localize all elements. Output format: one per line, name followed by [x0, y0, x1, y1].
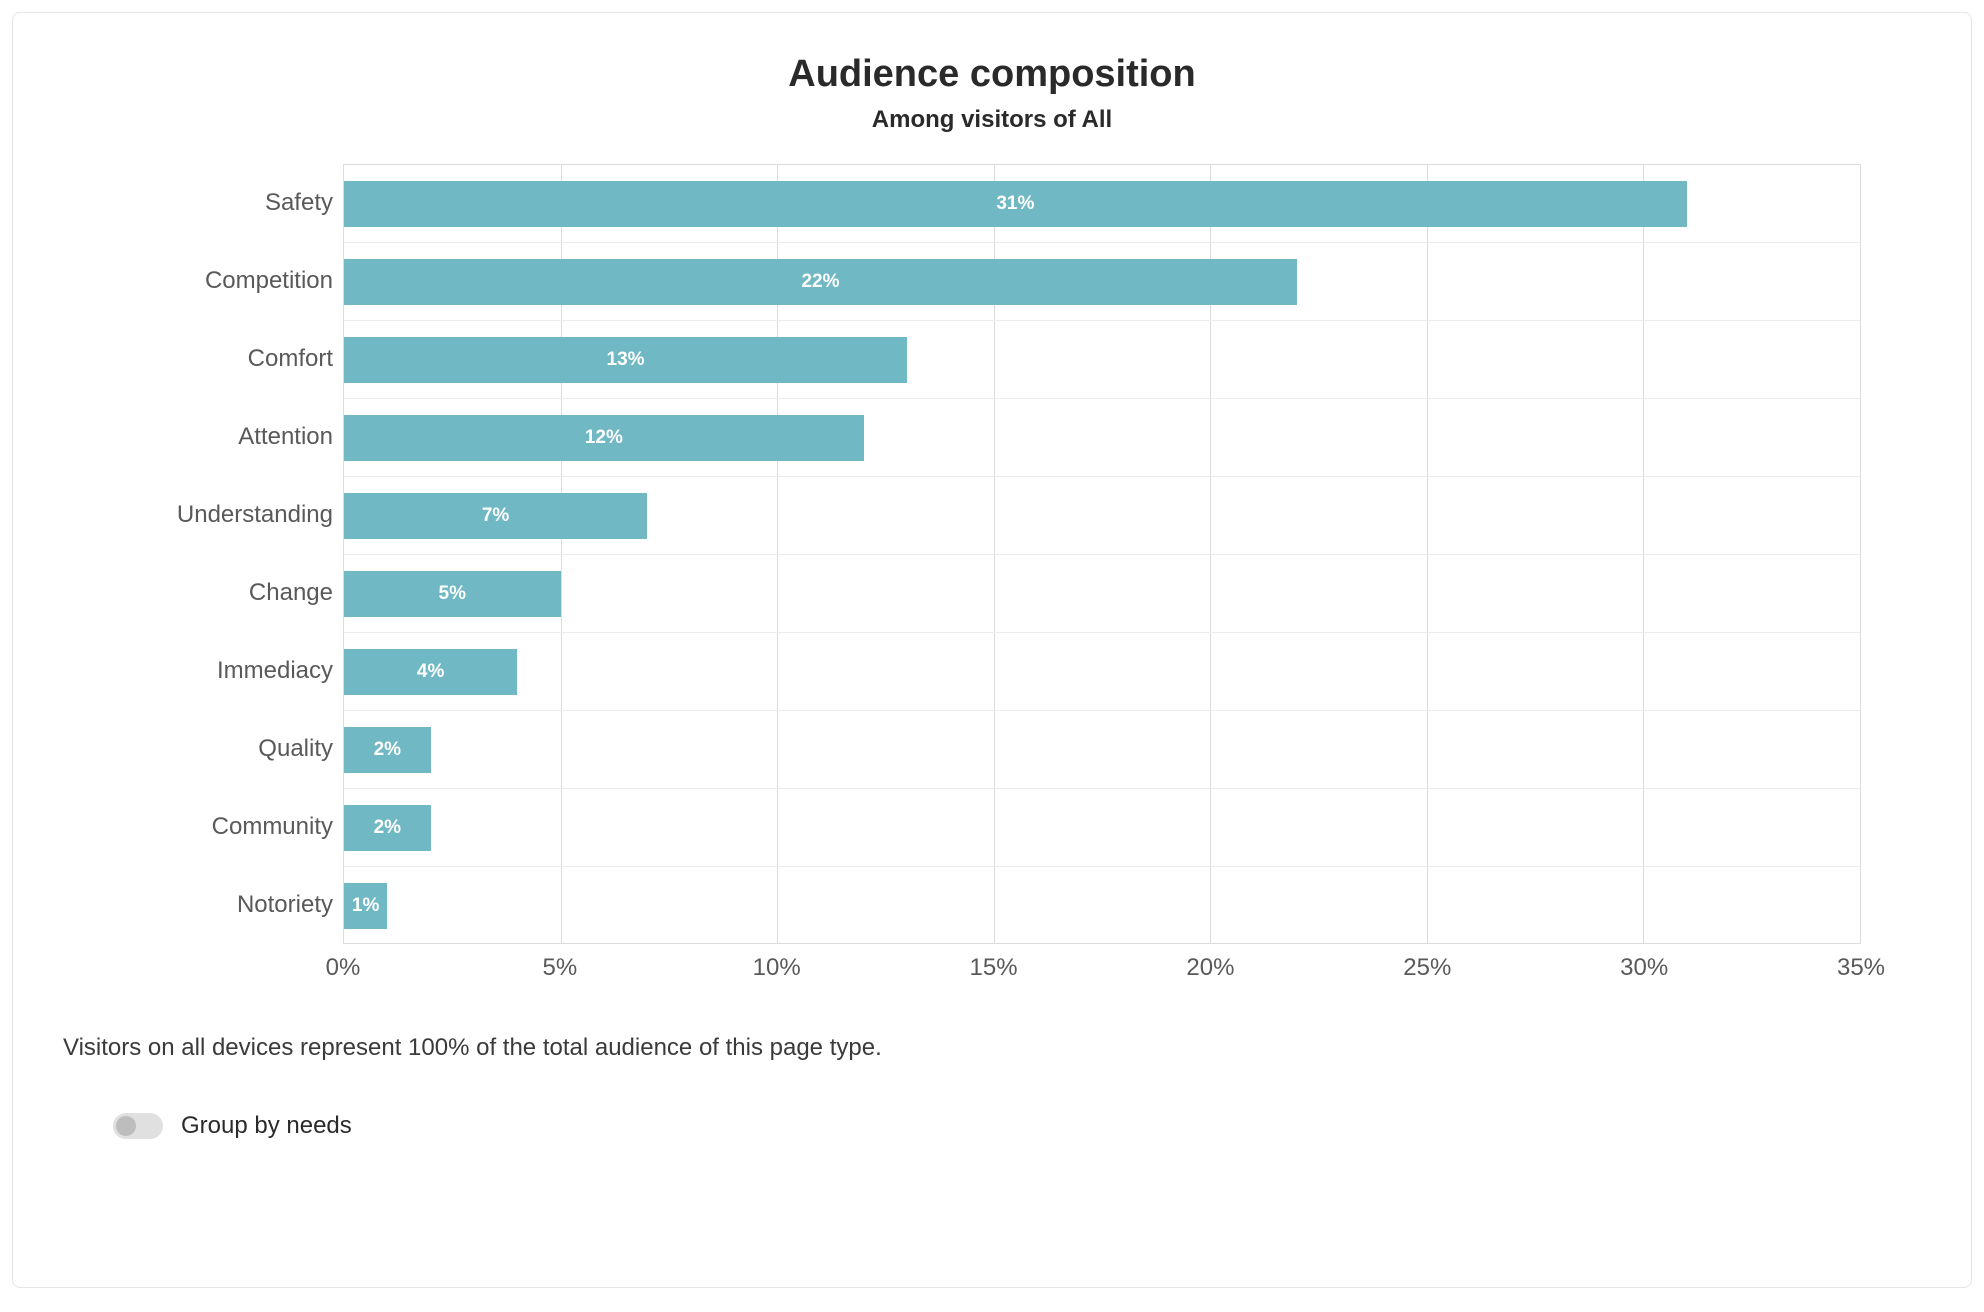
bar: 7% [344, 493, 647, 539]
x-axis-tick-label: 30% [1620, 954, 1668, 982]
x-axis-tick-label: 10% [753, 954, 801, 982]
x-axis-tick-label: 20% [1186, 954, 1234, 982]
toggle-knob [116, 1116, 136, 1136]
group-by-needs-toggle-row: Group by needs [113, 1112, 1931, 1140]
x-axis-tick-label: 35% [1837, 954, 1885, 982]
bar: 5% [344, 571, 561, 617]
chart-row [344, 555, 1860, 633]
x-axis-tick-label: 0% [326, 954, 361, 982]
footer-note: Visitors on all devices represent 100% o… [63, 1034, 1931, 1062]
y-axis-category-label: Notoriety [93, 891, 333, 919]
y-axis-category-label: Immediacy [93, 657, 333, 685]
bar: 22% [344, 259, 1297, 305]
chart-subtitle: Among visitors of All [53, 106, 1931, 134]
chart-row [344, 789, 1860, 867]
y-axis-category-label: Change [93, 579, 333, 607]
chart-area: 31% 22% 13% 12% 7% 5% 4% 2% 2% 1% 0% 5% 10% 15% 20% 25… [83, 164, 1901, 1004]
toggle-label: Group by needs [181, 1112, 352, 1140]
bar: 13% [344, 337, 907, 383]
y-axis-category-label: Competition [93, 267, 333, 295]
bar: 2% [344, 727, 431, 773]
bar: 1% [344, 883, 387, 929]
bar: 2% [344, 805, 431, 851]
x-axis-tick-label: 25% [1403, 954, 1451, 982]
y-axis-category-label: Safety [93, 189, 333, 217]
y-axis-category-label: Attention [93, 423, 333, 451]
plot-area: 31% 22% 13% 12% 7% 5% 4% 2% 2% 1% [343, 164, 1861, 944]
bar: 12% [344, 415, 864, 461]
y-axis-category-label: Quality [93, 735, 333, 763]
chart-card: Audience composition Among visitors of A… [12, 12, 1972, 1288]
group-by-needs-toggle[interactable] [113, 1113, 163, 1139]
chart-row [344, 633, 1860, 711]
y-axis-category-label: Comfort [93, 345, 333, 373]
bar: 4% [344, 649, 517, 695]
chart-title: Audience composition [53, 53, 1931, 96]
x-axis-tick-label: 15% [970, 954, 1018, 982]
bar: 31% [344, 181, 1687, 227]
x-axis-tick-label: 5% [543, 954, 578, 982]
chart-row [344, 867, 1860, 945]
y-axis-category-label: Understanding [93, 501, 333, 529]
y-axis-category-label: Community [93, 813, 333, 841]
chart-row [344, 711, 1860, 789]
